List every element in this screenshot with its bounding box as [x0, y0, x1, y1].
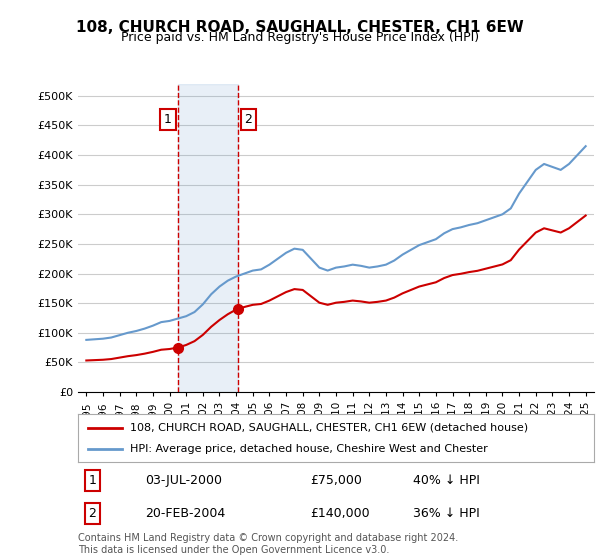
- Text: 2: 2: [88, 507, 96, 520]
- Text: 1: 1: [88, 474, 96, 487]
- Text: 20-FEB-2004: 20-FEB-2004: [145, 507, 226, 520]
- Text: £140,000: £140,000: [310, 507, 370, 520]
- Bar: [178, 84, 238, 392]
- Text: Price paid vs. HM Land Registry's House Price Index (HPI): Price paid vs. HM Land Registry's House …: [121, 31, 479, 44]
- Text: £75,000: £75,000: [310, 474, 362, 487]
- Text: 2: 2: [244, 113, 252, 126]
- Text: HPI: Average price, detached house, Cheshire West and Chester: HPI: Average price, detached house, Ches…: [130, 444, 487, 454]
- Text: 108, CHURCH ROAD, SAUGHALL, CHESTER, CH1 6EW: 108, CHURCH ROAD, SAUGHALL, CHESTER, CH1…: [76, 20, 524, 35]
- Text: 1: 1: [164, 113, 172, 126]
- Text: 108, CHURCH ROAD, SAUGHALL, CHESTER, CH1 6EW (detached house): 108, CHURCH ROAD, SAUGHALL, CHESTER, CH1…: [130, 423, 528, 433]
- Text: Contains HM Land Registry data © Crown copyright and database right 2024.
This d: Contains HM Land Registry data © Crown c…: [78, 533, 458, 555]
- Text: 03-JUL-2000: 03-JUL-2000: [145, 474, 222, 487]
- Text: 36% ↓ HPI: 36% ↓ HPI: [413, 507, 480, 520]
- Text: 40% ↓ HPI: 40% ↓ HPI: [413, 474, 480, 487]
